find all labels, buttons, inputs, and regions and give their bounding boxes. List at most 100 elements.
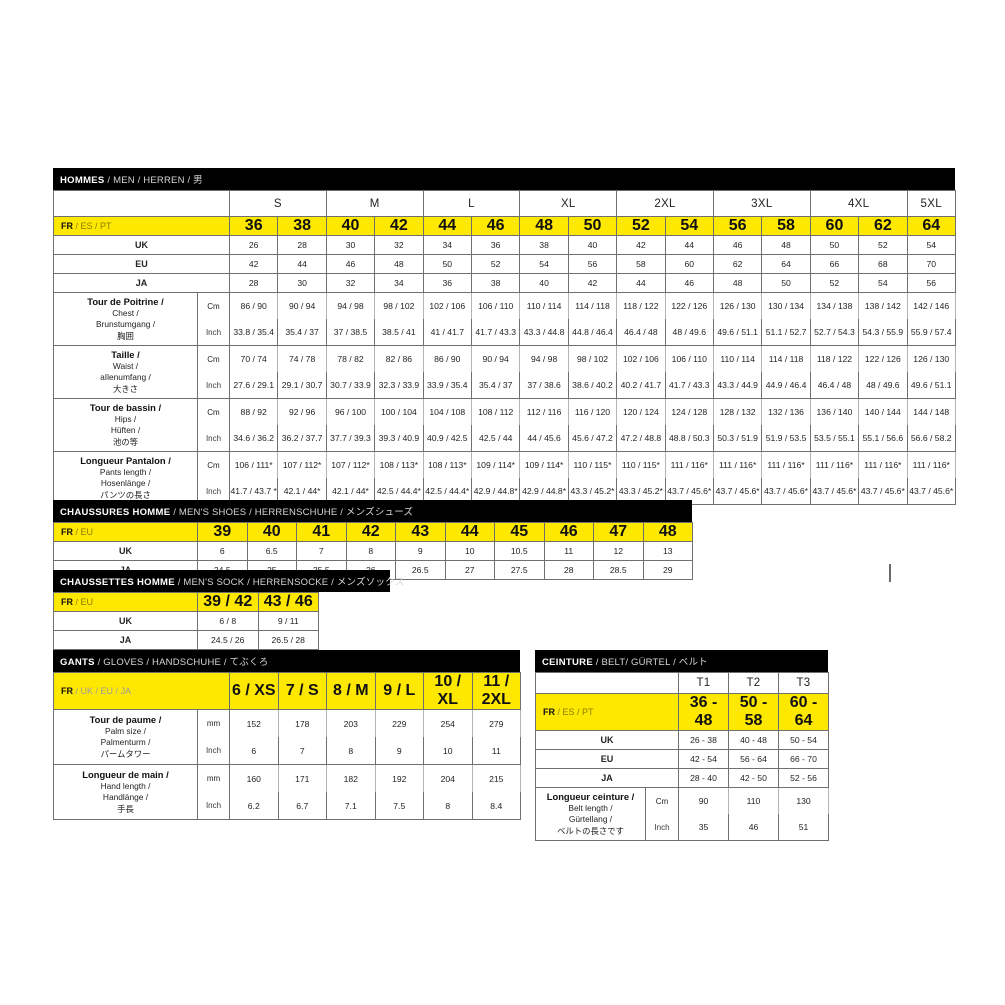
shoes-row-0-label: FR / EU xyxy=(53,522,198,542)
gloves-size-0: 6 / XS xyxy=(229,672,279,710)
men-meas-1-measurement-name-ja: 大きさ xyxy=(112,383,139,394)
socks-cell-0-0: 39 / 42 xyxy=(197,592,259,612)
shoes-cell-1-7: 11 xyxy=(543,541,594,561)
socks-cell-2-1: 26.5 / 28 xyxy=(257,630,319,650)
shoes-cell-2-8: 28.5 xyxy=(593,560,644,580)
men-meas-3-measurement-name-de: Hosenlänge / xyxy=(100,478,151,488)
gloves-header-label-rest: / UK / EU / JA xyxy=(73,686,132,696)
men-meas-1-cm-4: 86 / 90 xyxy=(422,345,472,372)
belt-table-caption: CEINTURE / BELT/ GÜRTEL / ベルト xyxy=(535,650,828,672)
belt-unit-cm: Cm xyxy=(645,787,679,814)
shoes-cell-1-9: 13 xyxy=(642,541,693,561)
gloves-meas-0-mm-1: 178 xyxy=(277,709,328,737)
men-meas-0-measurement-name-en: Chest / xyxy=(112,307,139,318)
men-meas-3-cm-8: 110 / 115* xyxy=(616,451,666,478)
men-row-UK: UK 26 28 30 32 34 36 38 40 42 44 46 48 50 52 54 xyxy=(53,235,956,255)
shoes-cell-1-0: 6 xyxy=(197,541,248,561)
men-meas-0-inch-12: 52.7 / 54.3 xyxy=(809,319,860,346)
belt-row-3-label: JA xyxy=(535,768,679,788)
men-meas-2-inch-6: 44 / 45.6 xyxy=(519,425,569,452)
men-meas-0-cm-11: 130 / 134 xyxy=(761,292,811,319)
men-row-JA: JA 28 30 32 34 36 38 40 42 44 46 48 50 52 54 56 xyxy=(53,273,956,293)
men-meas-1-cm-2: 78 / 82 xyxy=(325,345,376,372)
men-meas-1-inch-8: 40.2 / 41.7 xyxy=(616,372,666,399)
men-cell-0-12: 60 xyxy=(809,216,860,236)
men-table-caption: HOMMES / MEN / HERREN / 男 xyxy=(53,168,955,190)
shoes-cell-2-5: 27 xyxy=(444,560,495,580)
men-cell-3-14: 56 xyxy=(906,273,956,293)
men-meas-0-cm-14: 142 / 146 xyxy=(906,292,956,319)
men-meas-2-cm-5: 108 / 112 xyxy=(470,398,521,425)
men-size-table-block: HOMMES / MEN / HERREN / 男 S M L XL 2XL 3XL 4XL… xyxy=(53,168,956,505)
men-row-FR: FR / ES / PT 36 38 40 42 44 46 48 50 52 54 56 58 60 62… xyxy=(53,216,956,236)
men-meas-3-inch-14: 43.7 / 45.6* xyxy=(906,478,956,505)
belt-row-1-label-bold: UK xyxy=(600,735,614,745)
gloves-meas-1-measurement-name-fr: Longueur de main / xyxy=(82,769,169,780)
men-meas-2-inch-13: 55.1 / 56.6 xyxy=(858,425,908,452)
men-meas-1-inch-6: 37 / 38.6 xyxy=(519,372,569,399)
belt-size-group-T3: T3 xyxy=(778,672,829,694)
men-meas-0-cm-10: 126 / 130 xyxy=(712,292,763,319)
socks-row-2-label: JA xyxy=(53,630,198,650)
shoes-cell-1-4: 9 xyxy=(395,541,446,561)
men-meas-2-cm-10: 128 / 132 xyxy=(712,398,763,425)
gloves-size-1: 7 / S xyxy=(277,672,328,710)
men-meas-2-inch-7: 45.6 / 47.2 xyxy=(567,425,618,452)
men-meas-3-cm-0: 106 / 111* xyxy=(228,451,279,478)
men-cell-1-2: 30 xyxy=(325,235,376,255)
men-meas-3-cm-9: 111 / 116* xyxy=(664,451,714,478)
belt-meas-measurement-name-en: Belt length / xyxy=(568,802,613,813)
men-cell-0-3: 42 xyxy=(374,216,424,236)
men-meas-1-inch-5: 35.4 / 37 xyxy=(470,372,521,399)
men-meas-1-measurement-label: Taille / Waist / aIlenumfang / 大きさ xyxy=(53,345,198,399)
men-size-group-5XL: 5XL xyxy=(906,190,956,217)
belt-cell-1-1: 40 - 48 xyxy=(728,730,779,750)
gloves-meas-0-measurement-name-en: Palm size / xyxy=(105,725,146,736)
men-meas-3-inch-11: 43.7 / 45.6* xyxy=(761,478,811,505)
men-meas-2-cm-6: 112 / 116 xyxy=(519,398,569,425)
shoes-cell-0-9: 48 xyxy=(642,522,693,542)
men-cell-1-9: 44 xyxy=(664,235,714,255)
men-meas-2-inch-5: 42.5 / 44 xyxy=(470,425,521,452)
men-meas-0-measurement-name-de: Brunstumgang / xyxy=(95,319,156,329)
men-cell-1-14: 54 xyxy=(906,235,956,255)
men-cell-1-6: 38 xyxy=(519,235,569,255)
men-cell-2-10: 62 xyxy=(712,254,763,274)
men-meas-2-cm-7: 116 / 120 xyxy=(567,398,618,425)
men-size-group-2XL: 2XL xyxy=(616,190,714,217)
socks-row-1-label-bold: UK xyxy=(119,616,132,626)
men-meas-1-inch-3: 32.3 / 33.9 xyxy=(374,372,424,399)
men-cell-1-1: 28 xyxy=(277,235,327,255)
socks-table-caption: CHAUSSETTES HOMME / MEN'S SOCK / HERRENS… xyxy=(53,570,404,592)
men-meas-1-inch-10: 43.3 / 44.9 xyxy=(712,372,763,399)
socks-row-0-label: FR / EU xyxy=(53,592,198,612)
gloves-meas-1-inch-5: 8.4 xyxy=(471,792,522,820)
men-measurement-row-cm-1: Taille / Waist / aIlenumfang / 大きさ Cm 70 / 74… xyxy=(53,345,956,399)
men-meas-3-measurement-name-fr: Longueur Pantalon / xyxy=(80,455,171,466)
gloves-meas-1-inch-4: 8 xyxy=(423,792,473,820)
men-meas-1-inch-1: 29.1 / 30.7 xyxy=(277,372,327,399)
shoes-cell-0-7: 46 xyxy=(543,522,594,542)
men-unit-cm-2: Cm xyxy=(197,398,230,425)
socks-cell-0-1: 43 / 46 xyxy=(257,592,319,612)
belt-cell-2-1: 56 - 64 xyxy=(728,749,779,769)
men-cell-2-2: 46 xyxy=(325,254,376,274)
belt-size-group-T2: T2 xyxy=(728,672,779,694)
men-cell-2-4: 50 xyxy=(422,254,472,274)
men-meas-2-cm-4: 104 / 108 xyxy=(422,398,472,425)
men-meas-0-inch-0: 33.8 / 35.4 xyxy=(228,319,279,346)
socks-caption-bold: CHAUSSETTES HOMME xyxy=(60,577,175,588)
shoes-cell-0-1: 40 xyxy=(246,522,297,542)
men-meas-0-inch-7: 44.8 / 46.4 xyxy=(567,319,618,346)
men-meas-1-cm-0: 70 / 74 xyxy=(228,345,279,372)
men-meas-0-inch-5: 41.7 / 43.3 xyxy=(470,319,521,346)
men-size-table: S M L XL 2XL 3XL 4XL 5XL FR / ES / PT 36 38 40 42 44 4… xyxy=(53,190,956,505)
shoes-row-FR: FR / EU 39 40 41 42 43 44 45 46 47 48 xyxy=(53,522,693,542)
socks-cell-1-0: 6 / 8 xyxy=(197,611,259,631)
belt-size-table: T1 T2 T3 FR / ES / PT 36 - 48 50 - 58 60 - 64 U… xyxy=(535,672,829,841)
men-cell-0-0: 36 xyxy=(228,216,279,236)
shoes-cell-0-3: 42 xyxy=(345,522,396,542)
men-cell-2-3: 48 xyxy=(374,254,424,274)
men-cell-2-5: 52 xyxy=(470,254,521,274)
